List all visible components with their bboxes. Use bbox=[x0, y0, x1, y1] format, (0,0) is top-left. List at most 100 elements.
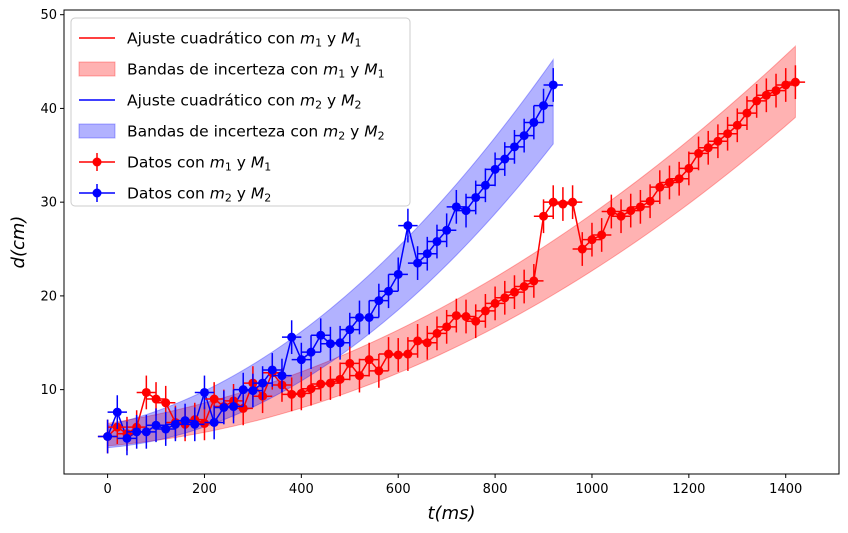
x-tick-label: 400 bbox=[289, 482, 314, 497]
point-marker bbox=[199, 418, 209, 428]
point-marker bbox=[723, 129, 733, 139]
point-marker bbox=[451, 202, 461, 212]
point-marker bbox=[209, 417, 219, 427]
point-marker bbox=[296, 388, 306, 398]
x-tick-label: 800 bbox=[483, 482, 508, 497]
plot-frame bbox=[63, 9, 840, 475]
data-point-series-1 bbox=[417, 325, 437, 360]
point-marker bbox=[761, 90, 771, 100]
point-marker bbox=[199, 387, 209, 397]
point-marker bbox=[267, 365, 277, 375]
point-marker bbox=[703, 143, 713, 153]
point-marker bbox=[325, 339, 335, 349]
data-point-series-2 bbox=[243, 373, 263, 408]
data-point-series-2 bbox=[514, 118, 534, 153]
y-axis-ticks: 10 20 30 40 50 bbox=[40, 8, 64, 398]
data-point-series-2 bbox=[466, 180, 486, 215]
point-marker bbox=[694, 148, 704, 158]
data-point-series-1 bbox=[611, 199, 631, 234]
point-marker bbox=[597, 230, 607, 240]
point-marker bbox=[626, 206, 636, 216]
data-point-series-2 bbox=[223, 389, 244, 424]
data-point-series-2 bbox=[388, 257, 408, 292]
data-point-series-1 bbox=[524, 264, 544, 298]
y-axis-label: d(cm) bbox=[8, 216, 29, 269]
data-point-series-2 bbox=[136, 414, 157, 449]
data-point-series-1 bbox=[301, 371, 321, 406]
point-marker bbox=[422, 338, 432, 348]
data-point-series-1 bbox=[746, 84, 767, 118]
point-marker bbox=[509, 142, 519, 152]
point-marker bbox=[248, 386, 258, 396]
point-marker bbox=[335, 338, 345, 348]
data-point-series-2 bbox=[117, 421, 137, 456]
data-point-series-2 bbox=[291, 342, 312, 377]
point-marker bbox=[442, 225, 452, 235]
point-marker bbox=[296, 355, 306, 365]
point-marker bbox=[645, 196, 655, 206]
point-marker bbox=[364, 312, 374, 322]
data-point-series-2 bbox=[485, 152, 505, 187]
data-point-series-1 bbox=[330, 362, 350, 397]
data-point-series-1 bbox=[737, 96, 757, 130]
x-axis-ticks: 0 200 400 600 800 1000 1200 1400 bbox=[103, 474, 802, 497]
data-point-series-1 bbox=[136, 375, 157, 410]
data-point-series-2 bbox=[175, 403, 195, 438]
point-marker bbox=[548, 197, 558, 207]
legend-item: Ajuste cuadrático con m2 y M2 bbox=[79, 92, 362, 112]
point-marker bbox=[287, 332, 297, 342]
point-marker bbox=[529, 276, 539, 286]
point-marker bbox=[393, 269, 403, 279]
data-points bbox=[97, 65, 806, 456]
point-marker bbox=[539, 101, 549, 111]
point-marker bbox=[500, 293, 510, 303]
data-point-series-1 bbox=[311, 367, 331, 401]
legend-label: Datos con m1 y M1 bbox=[127, 154, 271, 174]
point-marker bbox=[403, 221, 413, 231]
data-point-series-2 bbox=[311, 318, 331, 353]
y-tick-label: 20 bbox=[40, 289, 57, 304]
y-tick-label: 50 bbox=[40, 8, 57, 23]
data-point-series-2 bbox=[204, 405, 224, 440]
y-tick-label: 10 bbox=[40, 383, 57, 398]
data-point-series-1 bbox=[378, 337, 399, 371]
point-marker bbox=[558, 199, 568, 209]
legend-point-marker bbox=[92, 188, 102, 198]
point-marker bbox=[509, 287, 519, 297]
point-marker bbox=[442, 322, 452, 332]
data-point-series-2 bbox=[407, 246, 428, 280]
legend-label: Bandas de incerteza con m1 y M1 bbox=[127, 61, 385, 81]
data-point-series-1 bbox=[727, 108, 747, 143]
data-point-series-1 bbox=[698, 130, 718, 165]
point-marker bbox=[393, 350, 403, 360]
point-marker bbox=[461, 206, 471, 216]
point-marker bbox=[742, 108, 752, 118]
point-marker bbox=[229, 402, 239, 412]
point-marker bbox=[529, 117, 539, 127]
point-marker bbox=[568, 197, 578, 207]
point-marker bbox=[190, 419, 200, 429]
point-marker bbox=[170, 419, 180, 429]
point-marker bbox=[209, 394, 219, 404]
x-tick-label: 1400 bbox=[769, 482, 802, 497]
data-point-series-1 bbox=[291, 376, 312, 411]
point-marker bbox=[684, 163, 694, 173]
data-point-series-1 bbox=[320, 366, 341, 400]
point-marker bbox=[432, 328, 442, 338]
data-point-series-1 bbox=[340, 346, 360, 381]
point-marker bbox=[287, 389, 297, 399]
point-marker bbox=[519, 282, 529, 292]
point-marker bbox=[384, 286, 394, 296]
point-marker bbox=[354, 371, 364, 381]
point-marker bbox=[480, 306, 490, 316]
data-point-series-2 bbox=[475, 168, 496, 203]
legend-label: Datos con m2 y M2 bbox=[127, 185, 271, 205]
point-marker bbox=[752, 96, 762, 106]
data-point-series-2 bbox=[301, 335, 321, 370]
data-point-series-1 bbox=[756, 78, 777, 113]
point-marker bbox=[480, 180, 490, 190]
point-marker bbox=[219, 402, 229, 412]
legend-band-swatch bbox=[78, 123, 116, 139]
x-axis-label: t(ms) bbox=[427, 503, 475, 524]
